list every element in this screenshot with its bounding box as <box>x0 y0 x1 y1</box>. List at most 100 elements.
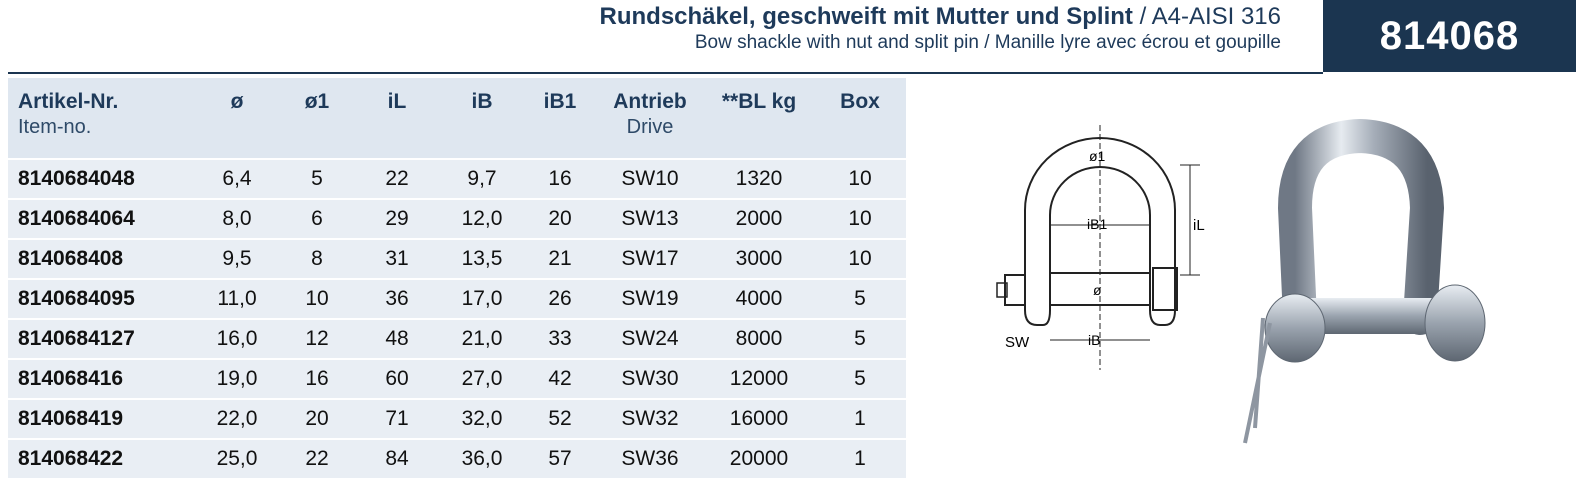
drawing-nut <box>1152 267 1178 311</box>
table-cell: SW24 <box>596 320 704 358</box>
table-cell: 29 <box>354 200 440 238</box>
column-header-sublabel: Item-no. <box>18 116 92 138</box>
column-header: Antrieb Drive <box>596 78 704 158</box>
item-number-cell: 8140684127 <box>8 320 194 358</box>
column-header: Artikel-Nr. Item-no. <box>8 78 194 158</box>
table-cell: 16000 <box>704 400 814 438</box>
table-cell: 27,0 <box>440 360 524 398</box>
table-cell: 1 <box>814 440 906 478</box>
item-number-cell: 8140684048 <box>8 160 194 198</box>
table-cell: 20 <box>524 200 596 238</box>
drawing-label-sw: SW <box>1005 334 1030 351</box>
table-cell: 71 <box>354 400 440 438</box>
table-cell: 31 <box>354 240 440 278</box>
title-line-1: Rundschäkel, geschweift mit Mutter und S… <box>600 2 1281 32</box>
table-cell: 22 <box>280 440 354 478</box>
table-cell: 20000 <box>704 440 814 478</box>
article-number-badge: 814068 <box>1323 0 1576 72</box>
table-cell: 9,5 <box>194 240 280 278</box>
table-cell: 22 <box>354 160 440 198</box>
spec-table: Artikel-Nr. Item-no. ø ø1 iL iB iB1 Antrieb Driv… <box>8 76 906 480</box>
drawing-label-d1: ø1 <box>1089 148 1106 164</box>
drawing-bow-inner <box>1049 166 1151 275</box>
table-cell: 17,0 <box>440 280 524 318</box>
table-cell: 16 <box>280 360 354 398</box>
table-cell: 4000 <box>704 280 814 318</box>
table-row: 814068419 22,0 20 71 32,0 52 SW32 16000 1 <box>8 400 906 438</box>
column-header: ø1 <box>280 78 354 158</box>
table-cell: 42 <box>524 360 596 398</box>
item-number-cell: 814068416 <box>8 360 194 398</box>
column-header-label: iL <box>387 90 407 113</box>
drawing-label-ib1: iB1 <box>1087 216 1107 232</box>
column-header-label: Box <box>840 90 880 113</box>
table-cell: 1 <box>814 400 906 438</box>
product-photo <box>1243 118 1486 444</box>
column-header-label: Antrieb <box>613 90 687 113</box>
table-cell: 32,0 <box>440 400 524 438</box>
drawing-label-il: iL <box>1193 217 1205 234</box>
table-cell: 3000 <box>704 240 814 278</box>
table-cell: 8 <box>280 240 354 278</box>
column-header-label: ø <box>230 90 244 113</box>
table-row: 8140684095 11,0 10 36 17,0 26 SW19 4000 5 <box>8 280 906 318</box>
table-cell: 12,0 <box>440 200 524 238</box>
column-header-label: Artikel-Nr. <box>18 90 119 113</box>
item-number-cell: 814068419 <box>8 400 194 438</box>
table-cell: 22,0 <box>194 400 280 438</box>
table-cell: 8,0 <box>194 200 280 238</box>
table-cell: 6,4 <box>194 160 280 198</box>
item-number-cell: 814068408 <box>8 240 194 278</box>
column-header-label: **BL kg <box>721 90 797 113</box>
column-header: Box <box>814 78 906 158</box>
table-cell: 16,0 <box>194 320 280 358</box>
table-cell: SW17 <box>596 240 704 278</box>
table-cell: 6 <box>280 200 354 238</box>
table-cell: 10 <box>814 160 906 198</box>
table-cell: 12000 <box>704 360 814 398</box>
table-cell: 9,7 <box>440 160 524 198</box>
column-header: iB1 <box>524 78 596 158</box>
table-cell: 36 <box>354 280 440 318</box>
table-cell: SW30 <box>596 360 704 398</box>
title-line-2: Bow shackle with nut and split pin / Man… <box>600 32 1281 54</box>
header-divider <box>8 72 1323 74</box>
table-cell: SW13 <box>596 200 704 238</box>
table-row: 814068416 19,0 16 60 27,0 42 SW30 12000 5 <box>8 360 906 398</box>
title-french: / Manille lyre avec écrou et goupille <box>984 32 1281 53</box>
column-header-label: iB1 <box>543 90 577 113</box>
table-cell: 20 <box>280 400 354 438</box>
table-cell: SW32 <box>596 400 704 438</box>
title-english: Bow shackle with nut and split pin <box>694 32 979 53</box>
table-cell: 10 <box>814 240 906 278</box>
table-cell: 25,0 <box>194 440 280 478</box>
table-row: 8140684064 8,0 6 29 12,0 20 SW13 2000 10 <box>8 200 906 238</box>
table-cell: 5 <box>814 280 906 318</box>
table-cell: 5 <box>814 320 906 358</box>
table-cell: 1320 <box>704 160 814 198</box>
table-cell: 10 <box>814 200 906 238</box>
photo-bow <box>1277 118 1445 335</box>
table-cell: 57 <box>524 440 596 478</box>
photo-split-pin <box>1243 317 1272 444</box>
table-body: 8140684048 6,4 5 22 9,7 16 SW10 1320 10 814068406… <box>8 160 906 478</box>
drawing-label-ib: iB <box>1088 332 1100 348</box>
drawing-label-d: ø <box>1093 282 1102 298</box>
table-cell: SW10 <box>596 160 704 198</box>
table-cell: 2000 <box>704 200 814 238</box>
column-header: iB <box>440 78 524 158</box>
table-row: 8140684127 16,0 12 48 21,0 33 SW24 8000 5 <box>8 320 906 358</box>
table-cell: SW36 <box>596 440 704 478</box>
table-row: 814068408 9,5 8 31 13,5 21 SW17 3000 10 <box>8 240 906 278</box>
item-number-cell: 814068422 <box>8 440 194 478</box>
table-cell: 12 <box>280 320 354 358</box>
table-cell: 8000 <box>704 320 814 358</box>
table-cell: 19,0 <box>194 360 280 398</box>
table-row: 8140684048 6,4 5 22 9,7 16 SW10 1320 10 <box>8 160 906 198</box>
table-cell: 36,0 <box>440 440 524 478</box>
title-block: Rundschäkel, geschweift mit Mutter und S… <box>600 2 1281 54</box>
table-cell: 13,5 <box>440 240 524 278</box>
table-cell: 21,0 <box>440 320 524 358</box>
title-german: Rundschäkel, geschweift mit Mutter und S… <box>599 3 1133 30</box>
item-number-cell: 8140684095 <box>8 280 194 318</box>
